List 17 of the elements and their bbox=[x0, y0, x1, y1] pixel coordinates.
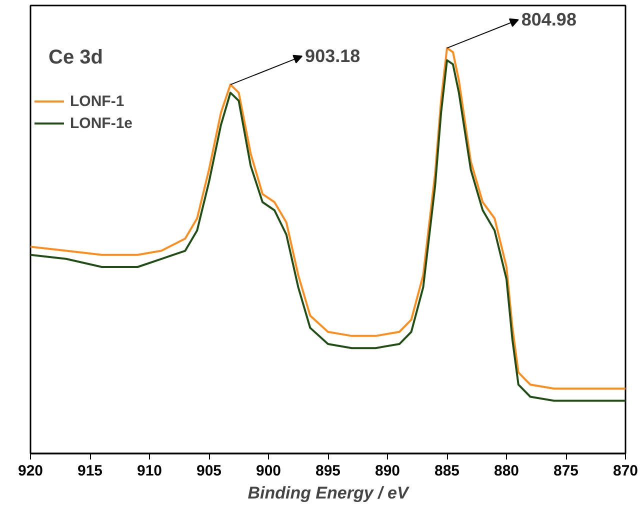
x-axis-title: Binding Energy / eV bbox=[248, 484, 410, 502]
x-tick-label: 920 bbox=[18, 462, 44, 480]
x-tick-label: 900 bbox=[256, 462, 282, 480]
x-tick-label: 875 bbox=[553, 462, 579, 480]
x-tick-label: 885 bbox=[434, 462, 460, 480]
x-tick-label: 910 bbox=[136, 462, 162, 480]
x-tick-label: 895 bbox=[315, 462, 341, 480]
x-tick-label: 915 bbox=[77, 462, 103, 480]
x-tick-label: 890 bbox=[374, 462, 400, 480]
x-tick-label: 870 bbox=[612, 462, 638, 480]
x-tick-label: 880 bbox=[494, 462, 520, 480]
annotation: 804.98 bbox=[521, 10, 576, 30]
x-tick-label: 905 bbox=[196, 462, 222, 480]
legend-label: LONF-1e bbox=[70, 114, 133, 132]
legend-label: LONF-1 bbox=[70, 92, 124, 110]
chart-title: Ce 3d bbox=[48, 46, 103, 68]
annotation: 903.18 bbox=[305, 46, 360, 66]
